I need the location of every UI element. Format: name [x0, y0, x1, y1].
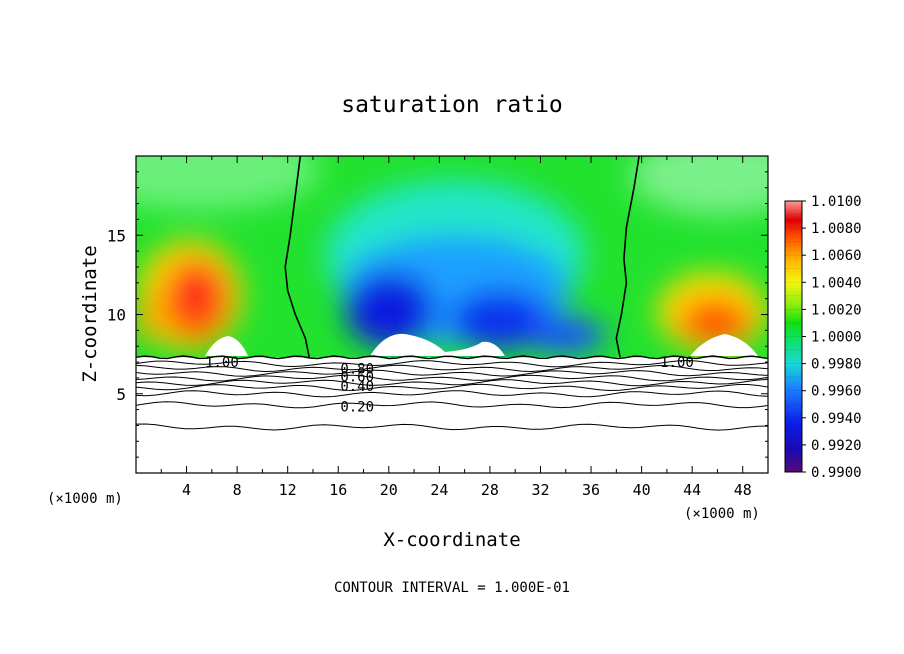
- heatmap-white-pocket-right: [690, 334, 758, 356]
- x-tick-label: 28: [481, 481, 499, 499]
- heatmap-blob-left-red: [178, 270, 214, 314]
- x-tick-label: 8: [233, 481, 242, 499]
- colorbar-label: 1.0100: [811, 194, 862, 210]
- contour-label: 0.20: [340, 399, 374, 415]
- y-tick-label: 5: [116, 385, 126, 404]
- x-units-right: (×1000 m): [684, 506, 760, 522]
- heatmap-white-pocket-left: [205, 336, 248, 356]
- x-axis-label: X-coordinate: [383, 529, 520, 551]
- chart-title: saturation ratio: [341, 92, 563, 118]
- heatmap-blob-dark-3: [525, 317, 605, 353]
- contour-line-0.4: [136, 383, 768, 392]
- colorbar-label: 0.9960: [811, 384, 862, 400]
- x-tick-label: 20: [380, 481, 398, 499]
- contour-line-0.7: [136, 369, 768, 377]
- contour-line-0.9: [136, 359, 768, 368]
- x-tick-label: 44: [683, 481, 701, 499]
- x-units-left: (×1000 m): [47, 491, 123, 507]
- x-tick-label: 36: [582, 481, 600, 499]
- x-tick-label: 16: [329, 481, 347, 499]
- colorbar-label: 1.0060: [811, 248, 862, 264]
- heatmap-blob-right-orange: [680, 300, 750, 344]
- contour-lines: [136, 156, 768, 473]
- colorbar-label: 1.0020: [811, 302, 862, 318]
- colorbar-gradient: [785, 201, 802, 472]
- colorbar-label: 1.0080: [811, 221, 862, 237]
- colorbar-label: 1.0000: [811, 330, 862, 346]
- y-tick-label: 10: [107, 306, 126, 325]
- colorbar-labels: 1.0100 1.0080 1.0060 1.0040 1.0020 1.0000 0.99…: [802, 194, 862, 481]
- colorbar-band-lines: [785, 214, 802, 459]
- contour-line-unity-2: [615, 156, 640, 358]
- x-axis-ticks: 4 8 12 16 20 24 28 32 36 40 44 48: [160, 156, 752, 499]
- x-tick-label: 24: [430, 481, 448, 499]
- contour-line-0.5: [136, 379, 768, 387]
- contour-label: 1.00: [660, 355, 694, 371]
- x-tick-label: 4: [182, 481, 191, 499]
- contour-line-0.3: [136, 390, 768, 398]
- heatmap-field: [136, 156, 768, 366]
- contour-label: 0.80: [340, 361, 374, 377]
- contour-label: 0.60: [340, 369, 374, 385]
- y-axis-label: Z-coordinate: [79, 245, 101, 382]
- colorbar-label: 0.9940: [811, 411, 862, 427]
- contour-line-cloud-base: [136, 355, 768, 360]
- x-tick-label: 48: [734, 481, 752, 499]
- contour-label: 1.00: [205, 355, 239, 371]
- colorbar-label: 0.9980: [811, 357, 862, 373]
- colorbar-label: 1.0040: [811, 275, 862, 291]
- contour-line-unity-1: [284, 156, 310, 358]
- colorbar: 1.0100 1.0080 1.0060 1.0040 1.0020 1.0000 0.99…: [784, 194, 862, 481]
- x-tick-label: 32: [531, 481, 549, 499]
- heatmap-blob-upper-left: [136, 156, 320, 210]
- contour-label: 0.40: [340, 379, 374, 395]
- x-tick-label: 12: [279, 481, 297, 499]
- contour-labels: 1.00 1.00 0.800.600.40 0.20: [205, 355, 694, 415]
- y-tick-label: 15: [107, 226, 126, 245]
- heatmap-blob-dark-1: [345, 272, 435, 348]
- contour-line-0.1: [136, 423, 768, 431]
- y-axis-ticks: 5 10 15: [107, 171, 768, 458]
- heatmap-blob-upper-right: [630, 156, 768, 215]
- heatmap-blob-left-edge: [136, 298, 164, 342]
- x-tick-label: 40: [633, 481, 651, 499]
- heatmap-white-pocket-center: [370, 333, 505, 356]
- contour-line-0.2: [136, 401, 768, 409]
- heatmap-blobs: [136, 156, 768, 353]
- contour-line-0.8: [136, 364, 768, 373]
- colorbar-label: 0.9900: [811, 465, 862, 481]
- colorbar-label: 0.9920: [811, 438, 862, 454]
- contour-line-0.6: [136, 374, 768, 382]
- contour-interval-note: CONTOUR INTERVAL = 1.000E-01: [334, 580, 570, 596]
